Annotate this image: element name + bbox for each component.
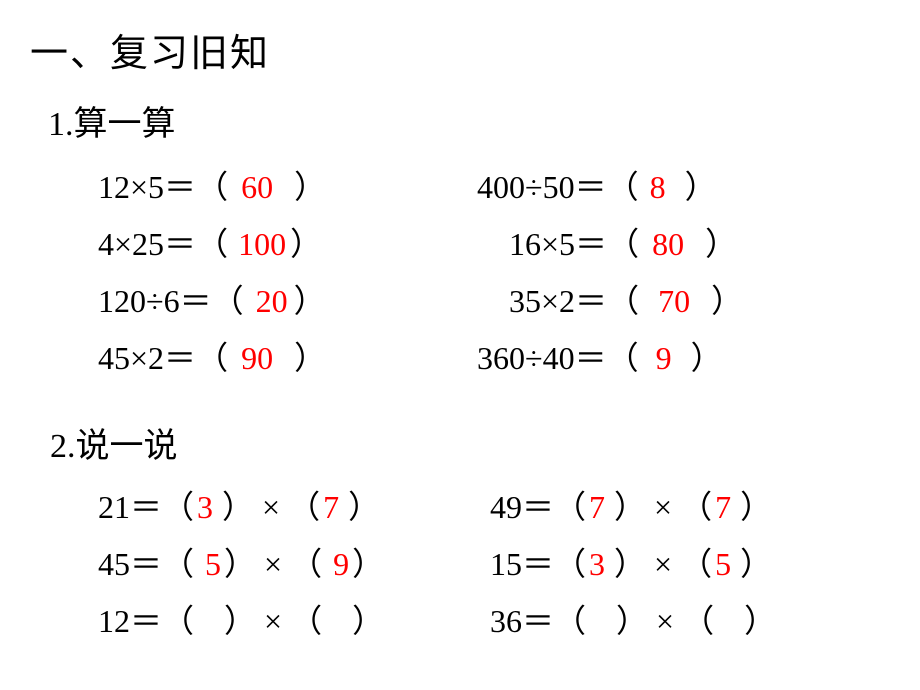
paren-open: （	[682, 596, 714, 642]
answer: 80	[645, 226, 691, 263]
section-2-label: 2.说一说	[50, 418, 178, 467]
paren-close: ）	[224, 539, 256, 585]
paren-open: （	[680, 539, 712, 585]
eq-row: 360÷40＝ （ 9 ）	[477, 333, 723, 379]
factor-a: 5	[202, 546, 224, 583]
paren-open: （	[607, 276, 639, 322]
times-symbol: ×	[262, 489, 280, 526]
answer: 8	[645, 169, 671, 206]
answer: 90	[234, 340, 280, 377]
paren-close: ）	[691, 333, 723, 379]
times-symbol: ×	[264, 603, 282, 640]
paren-close: ）	[222, 482, 254, 528]
factor-b: 7	[320, 489, 342, 526]
number: 12＝	[98, 596, 162, 642]
worksheet-page: 一、复习旧知 1.算一算 12×5＝ （ 60 ） 4×25＝ （ 100 ） …	[0, 0, 920, 690]
paren-open: （	[680, 482, 712, 528]
factor-b: 7	[712, 489, 734, 526]
times-symbol: ×	[654, 546, 672, 583]
paren-close: ）	[744, 596, 776, 642]
paren-open: （	[162, 596, 194, 642]
number: 15＝	[490, 539, 554, 585]
expression: 45×2＝	[98, 333, 196, 379]
paren-close: ）	[711, 276, 743, 322]
section-1-label: 1.算一算	[48, 96, 176, 145]
eq-row: 400÷50＝ （ 8 ）	[477, 162, 717, 208]
paren-close: ）	[290, 219, 322, 265]
answer: 20	[250, 283, 294, 320]
number: 49＝	[490, 482, 554, 528]
factor-row: 36＝ （ ） × （ ）	[490, 596, 776, 642]
eq-row: 35×2＝ （ 70 ）	[509, 276, 743, 322]
paren-close: ）	[294, 276, 326, 322]
paren-close: ）	[614, 539, 646, 585]
answer: 70	[651, 283, 697, 320]
paren-open: （	[162, 539, 194, 585]
expression: 360÷40＝	[477, 333, 607, 379]
paren-open: （	[554, 539, 586, 585]
paren-open: （	[162, 482, 194, 528]
paren-open: （	[290, 596, 322, 642]
factor-a: 3	[586, 546, 608, 583]
paren-close: ）	[294, 333, 326, 379]
times-symbol: ×	[264, 546, 282, 583]
expression: 35×2＝	[509, 276, 607, 322]
expression: 16×5＝	[509, 219, 607, 265]
factor-row: 45＝ （ 5 ） × （ 9 ）	[98, 539, 384, 585]
paren-close: ）	[352, 596, 384, 642]
paren-close: ）	[614, 482, 646, 528]
paren-close: ）	[616, 596, 648, 642]
expression: 400÷50＝	[477, 162, 607, 208]
paren-close: ）	[685, 162, 717, 208]
times-symbol: ×	[654, 489, 672, 526]
number: 45＝	[98, 539, 162, 585]
factor-a: 7	[586, 489, 608, 526]
factor-row: 21＝ （ 3 ） × （ 7 ）	[98, 482, 380, 528]
factor-a: 3	[194, 489, 216, 526]
paren-close: ）	[740, 482, 772, 528]
paren-close: ）	[740, 539, 772, 585]
factor-row: 49＝ （ 7 ） × （ 7 ）	[490, 482, 772, 528]
paren-open: （	[196, 162, 228, 208]
expression: 120÷6＝	[98, 276, 212, 322]
paren-close: ）	[294, 162, 326, 208]
number: 36＝	[490, 596, 554, 642]
eq-row: 4×25＝ （ 100 ）	[98, 219, 322, 265]
expression: 12×5＝	[98, 162, 196, 208]
eq-row: 120÷6＝ （ 20 ）	[98, 276, 326, 322]
factor-row: 12＝ （ ） × （ ）	[98, 596, 384, 642]
factor-row: 15＝ （ 3 ） × （ 5 ）	[490, 539, 772, 585]
paren-close: ）	[348, 482, 380, 528]
paren-open: （	[212, 276, 244, 322]
factor-b: 5	[712, 546, 734, 583]
paren-close: ）	[705, 219, 737, 265]
eq-row: 12×5＝ （ 60 ）	[98, 162, 326, 208]
number: 21＝	[98, 482, 162, 528]
expression: 4×25＝	[98, 219, 196, 265]
paren-open: （	[288, 482, 320, 528]
factor-b: 9	[330, 546, 352, 583]
paren-open: （	[554, 482, 586, 528]
eq-row: 16×5＝ （ 80 ）	[509, 219, 737, 265]
paren-open: （	[196, 219, 228, 265]
paren-open: （	[554, 596, 586, 642]
paren-open: （	[607, 219, 639, 265]
paren-open: （	[607, 162, 639, 208]
answer: 60	[234, 169, 280, 206]
page-title: 一、复习旧知	[30, 22, 270, 77]
eq-row: 45×2＝ （ 90 ）	[98, 333, 326, 379]
paren-close: ）	[352, 539, 384, 585]
paren-open: （	[290, 539, 322, 585]
answer: 9	[651, 340, 677, 377]
paren-close: ）	[224, 596, 256, 642]
paren-open: （	[196, 333, 228, 379]
answer: 100	[234, 226, 290, 263]
times-symbol: ×	[656, 603, 674, 640]
paren-open: （	[607, 333, 639, 379]
